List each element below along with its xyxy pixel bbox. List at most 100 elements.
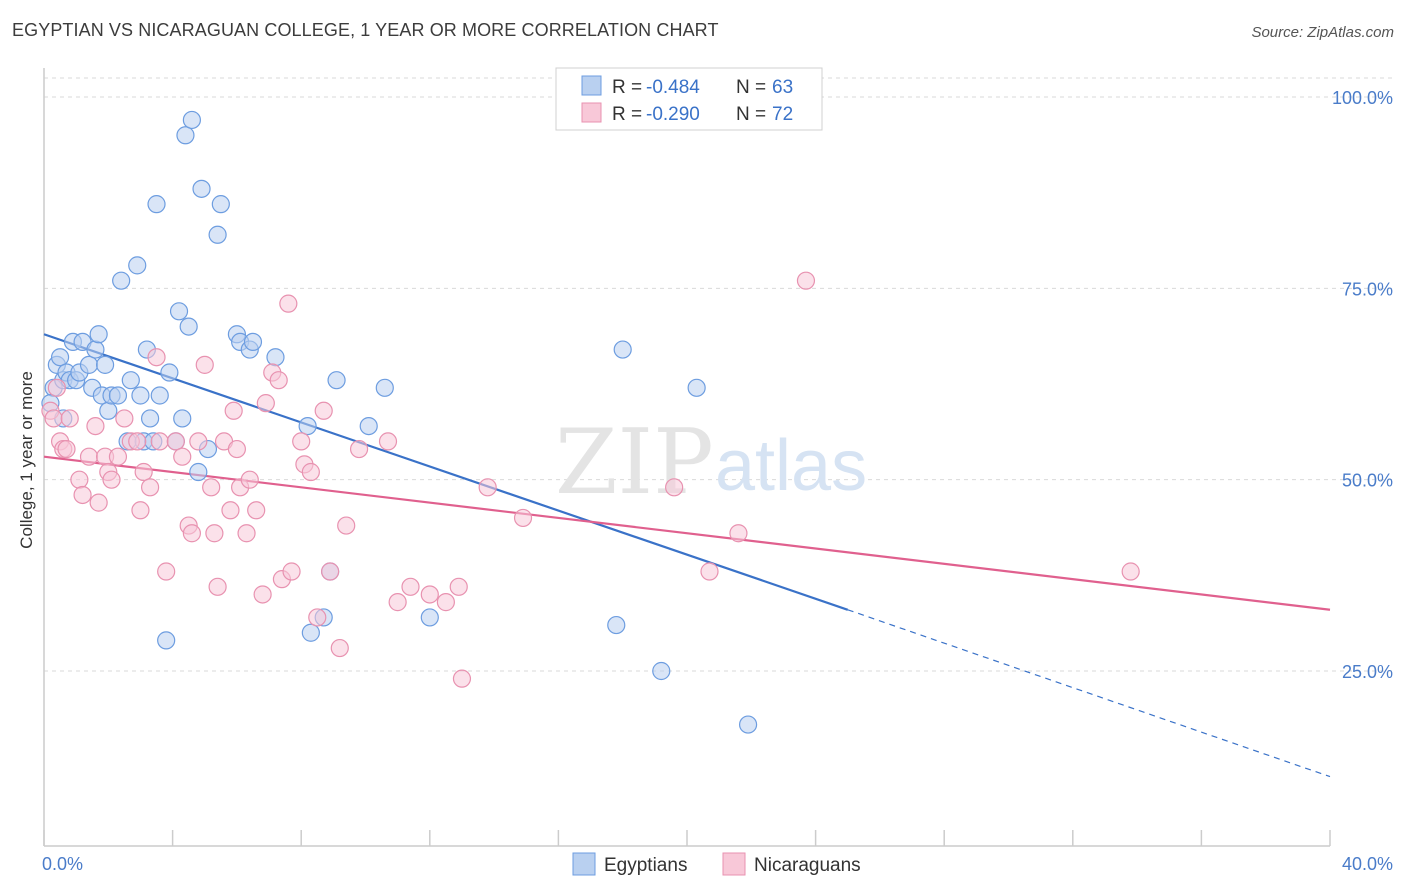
points-nicaraguans xyxy=(41,271,1140,688)
point-egyptians xyxy=(192,179,211,198)
grid-lines xyxy=(44,77,1392,672)
point-nicaraguans xyxy=(205,524,224,543)
point-nicaraguans xyxy=(282,562,301,581)
point-nicaraguans xyxy=(157,562,176,581)
legend-r-label-egyptians: R = xyxy=(612,77,642,98)
point-nicaraguans xyxy=(796,271,816,290)
point-nicaraguans xyxy=(337,516,356,535)
point-egyptians xyxy=(147,195,166,214)
chart-title: EGYPTIAN VS NICARAGUAN COLLEGE, 1 YEAR O… xyxy=(12,20,719,40)
point-nicaraguans xyxy=(173,447,192,466)
point-nicaraguans xyxy=(279,294,298,313)
point-nicaraguans xyxy=(131,501,150,520)
point-egyptians xyxy=(208,225,227,244)
x-tick-labels: 0.0% 40.0% xyxy=(42,854,1393,874)
y-axis-label: College, 1 year or more xyxy=(17,371,36,549)
y-tick-label: 50.0% xyxy=(1342,471,1393,491)
point-nicaraguans xyxy=(420,585,439,604)
point-egyptians xyxy=(108,386,128,405)
point-nicaraguans xyxy=(665,478,684,497)
point-nicaraguans xyxy=(57,439,76,459)
legend-swatch-egyptians xyxy=(581,75,602,96)
point-nicaraguans xyxy=(269,371,288,390)
point-egyptians xyxy=(157,631,176,650)
legend-n-value-egyptians: 63 xyxy=(772,77,793,98)
point-egyptians xyxy=(327,371,346,390)
point-nicaraguans xyxy=(729,524,748,543)
legend-r-label-nicaraguans: R = xyxy=(612,104,642,125)
point-nicaraguans xyxy=(449,577,468,596)
point-nicaraguans xyxy=(86,416,105,436)
point-egyptians xyxy=(173,409,192,428)
point-egyptians xyxy=(375,378,394,397)
point-egyptians xyxy=(131,386,150,405)
point-nicaraguans xyxy=(73,485,92,505)
point-nicaraguans xyxy=(140,478,160,497)
x-tick-label: 40.0% xyxy=(1342,854,1393,874)
point-egyptians xyxy=(266,348,285,367)
point-egyptians xyxy=(179,317,198,336)
point-nicaraguans xyxy=(70,470,89,489)
point-nicaraguans xyxy=(115,409,134,428)
point-nicaraguans xyxy=(513,508,533,528)
point-egyptians xyxy=(298,416,317,436)
stats-legend: R = -0.484 N = 63 R = -0.290 N = 72 xyxy=(555,67,823,131)
point-nicaraguans xyxy=(314,401,333,420)
y-tick-label: 75.0% xyxy=(1342,279,1393,299)
point-nicaraguans xyxy=(189,432,208,451)
point-egyptians xyxy=(99,401,118,420)
point-nicaraguans xyxy=(308,608,327,627)
watermark-zip: ZIP xyxy=(555,410,714,515)
point-nicaraguans xyxy=(452,669,472,688)
point-nicaraguans xyxy=(128,432,147,451)
point-nicaraguans xyxy=(150,432,169,451)
bottom-legend-label-nicaraguans: Nicaraguans xyxy=(754,855,861,876)
point-nicaraguans xyxy=(700,562,719,581)
point-nicaraguans xyxy=(349,439,369,459)
point-nicaraguans xyxy=(60,409,79,428)
point-egyptians xyxy=(50,348,70,367)
bottom-legend-label-egyptians: Egyptians xyxy=(604,855,687,876)
legend-n-value-nicaraguans: 72 xyxy=(772,104,793,125)
point-egyptians xyxy=(121,371,140,390)
point-nicaraguans xyxy=(147,348,166,367)
point-nicaraguans xyxy=(292,432,311,451)
point-nicaraguans xyxy=(182,524,201,543)
point-nicaraguans xyxy=(208,577,227,596)
legend-swatch-nicaraguans xyxy=(581,102,602,123)
y-tick-labels: 25.0% 50.0% 75.0% 100.0% xyxy=(1332,88,1393,682)
point-egyptians xyxy=(738,715,758,734)
point-egyptians xyxy=(95,355,115,374)
trend-line-dashed-egyptians xyxy=(847,609,1331,778)
point-egyptians xyxy=(652,661,671,681)
y-tick-label: 100.0% xyxy=(1332,88,1393,108)
legend-n-label-nicaraguans: N = xyxy=(736,104,766,125)
legend-n-label-egyptians: N = xyxy=(736,77,766,98)
point-nicaraguans xyxy=(195,355,214,374)
point-nicaraguans xyxy=(79,447,99,466)
point-nicaraguans xyxy=(44,409,63,428)
point-egyptians xyxy=(79,355,99,374)
point-nicaraguans xyxy=(227,439,246,459)
point-egyptians xyxy=(89,325,108,344)
point-egyptians xyxy=(613,340,632,359)
point-nicaraguans xyxy=(1121,562,1140,581)
point-nicaraguans xyxy=(237,524,256,543)
point-nicaraguans xyxy=(221,501,240,520)
watermark-atlas: atlas xyxy=(715,426,867,506)
point-egyptians xyxy=(176,126,195,145)
trend-lines xyxy=(43,333,1331,778)
point-nicaraguans xyxy=(240,470,259,489)
point-nicaraguans xyxy=(47,378,66,397)
point-nicaraguans xyxy=(253,585,272,604)
point-egyptians xyxy=(420,608,439,627)
point-egyptians xyxy=(182,110,201,130)
point-nicaraguans xyxy=(247,501,266,520)
point-nicaraguans xyxy=(478,478,497,497)
point-nicaraguans xyxy=(401,577,420,596)
point-nicaraguans xyxy=(134,462,153,482)
legend-r-value-egyptians: -0.484 xyxy=(646,77,700,98)
point-nicaraguans xyxy=(301,462,320,482)
point-egyptians xyxy=(86,340,105,359)
